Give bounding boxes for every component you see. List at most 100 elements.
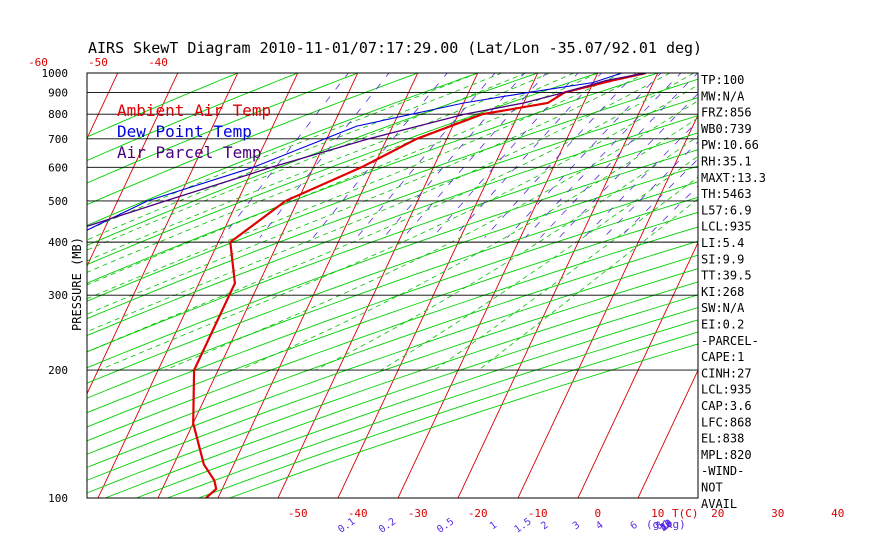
mixing-ratio-line xyxy=(558,93,698,238)
index-value: SW:N/A xyxy=(701,301,745,315)
isotherm-line xyxy=(577,241,698,498)
dry-adiabat-line xyxy=(87,211,698,428)
index-value: RH:35.1 xyxy=(701,155,752,169)
mixing-ratio-line xyxy=(583,120,698,238)
dry-adiabat-line xyxy=(87,78,698,302)
index-value: MAXT:13.3 xyxy=(701,171,766,185)
mixing-ratio-line xyxy=(356,73,496,238)
isotherm-line xyxy=(397,73,599,498)
mixing-ratio-unit: (g/kg) xyxy=(646,518,686,531)
plot-frame xyxy=(86,72,699,499)
index-value: -PARCEL- xyxy=(701,334,759,348)
dry-adiabat-line xyxy=(87,73,480,226)
mixing-ratio-line xyxy=(619,158,698,238)
index-value: LI:5.4 xyxy=(701,236,744,250)
dry-adiabat-line xyxy=(136,307,698,498)
isotherm-line xyxy=(749,64,870,517)
isotherm-line xyxy=(517,113,698,498)
y-tick-label: 800 xyxy=(48,108,68,121)
y-tick-label: 600 xyxy=(48,161,68,174)
top-temp-ticks: -120-110-100-90-80-70-60-50-40 xyxy=(28,56,168,69)
dry-adiabat-line xyxy=(87,97,698,320)
index-value: LCL:935 xyxy=(701,383,752,397)
bottom-temp-tick-label: 40 xyxy=(831,507,844,520)
mixing-ratio-tick-label: 0.5 xyxy=(435,516,456,535)
mixing-ratio-line xyxy=(603,141,698,238)
series-line-3 xyxy=(87,73,646,228)
y-tick-label: 100 xyxy=(48,492,68,505)
dry-adiabat-line xyxy=(87,226,698,442)
index-value: TT:39.5 xyxy=(701,269,752,283)
chart-title: AIRS SkewT Diagram 2010-11-01/07:17:29.0… xyxy=(88,39,702,57)
bottom-temp-tick-label: 30 xyxy=(771,507,784,520)
isotherm-line xyxy=(87,73,179,268)
bottom-temp-tick-label: -10 xyxy=(528,507,548,520)
dry-adiabat-line xyxy=(87,254,698,468)
y-tick-label: 200 xyxy=(48,364,68,377)
y-tick-label: 700 xyxy=(48,133,68,146)
bottom-axis-unit: T(C) xyxy=(672,507,699,520)
dry-adiabat-line xyxy=(87,73,660,284)
mixing-ratio-line xyxy=(383,73,526,238)
bottom-temp-tick-label: 0 xyxy=(594,507,601,520)
dry-adiabat-line xyxy=(87,115,698,336)
legend: Ambient Air Temp Dew Point Temp Air Parcel… xyxy=(117,101,271,162)
index-value: KI:268 xyxy=(701,285,744,299)
bottom-temp-ticks: -50 -40 -30 -20 -10 0 10 20 30 40 xyxy=(288,507,845,520)
top-temp-tick-label: -60 xyxy=(28,56,48,69)
moist-adiabat-line xyxy=(478,198,698,371)
index-value: PW:10.66 xyxy=(701,138,759,152)
dry-adiabat-line xyxy=(87,73,360,184)
isotherm-line xyxy=(97,73,299,498)
index-value: LCL:935 xyxy=(701,220,752,234)
index-value: MW:N/A xyxy=(701,89,745,103)
index-value: FRZ:856 xyxy=(701,106,752,120)
index-value: MPL:820 xyxy=(701,448,752,462)
legend-entry: Air Parcel Temp xyxy=(117,143,262,162)
index-value: TP:100 xyxy=(701,73,744,87)
dry-adiabat-line xyxy=(87,196,698,414)
legend-entry: Dew Point Temp xyxy=(117,122,252,141)
bottom-temp-tick-label: 10 xyxy=(651,507,664,520)
dry-adiabat-line xyxy=(87,240,698,455)
mixing-ratio-line xyxy=(403,73,547,238)
moist-adiabat-line xyxy=(87,73,622,300)
dry-adiabat-line xyxy=(87,181,698,399)
index-value: TH:5463 xyxy=(701,187,752,201)
mixing-ratio-line xyxy=(259,73,390,238)
dry-adiabat-line xyxy=(87,149,698,369)
y-tick-label: 900 xyxy=(48,86,68,99)
legend-entry: Ambient Air Temp xyxy=(117,101,271,120)
moist-adiabat-line xyxy=(87,73,646,315)
dry-adiabat-line xyxy=(87,73,600,266)
index-value: AVAIL xyxy=(701,497,737,511)
y-axis-label: PRESSURE (MB) xyxy=(70,237,84,331)
bottom-temp-tick-label: 20 xyxy=(711,507,724,520)
dry-adiabat-line xyxy=(87,281,698,494)
bottom-temp-tick-label: -30 xyxy=(408,507,428,520)
mixing-ratio-tick-label: 6 xyxy=(629,520,640,532)
series-layer xyxy=(87,73,647,498)
index-value: CAPE:1 xyxy=(701,350,744,364)
index-value: L57:6.9 xyxy=(701,203,752,217)
index-value: -WIND- xyxy=(701,464,744,478)
isotherm-line xyxy=(277,73,479,498)
indices-panel: TP:100 MW:N/A FRZ:856 WB0:739 PW:10.66 RH:35.… xyxy=(701,73,766,511)
index-value: CAP:3.6 xyxy=(701,399,752,413)
top-temp-tick-label: -40 xyxy=(148,56,168,69)
top-temp-tick-label: -50 xyxy=(88,56,108,69)
moist-adiabat-line xyxy=(87,73,478,231)
index-value: EL:838 xyxy=(701,432,744,446)
series-line-1 xyxy=(192,73,647,498)
isotherm-grid xyxy=(87,64,870,517)
mixing-ratio-line xyxy=(312,73,448,238)
moist-adiabat-line xyxy=(239,117,698,371)
bottom-temp-tick-label: -20 xyxy=(468,507,488,520)
y-tick-label: 300 xyxy=(48,289,68,302)
dry-adiabat-line xyxy=(87,73,540,246)
y-tick-label: 1000 xyxy=(42,67,69,80)
index-value: WB0:739 xyxy=(701,122,752,136)
index-value: NOT xyxy=(701,481,723,495)
dry-adiabat-line xyxy=(87,268,698,481)
